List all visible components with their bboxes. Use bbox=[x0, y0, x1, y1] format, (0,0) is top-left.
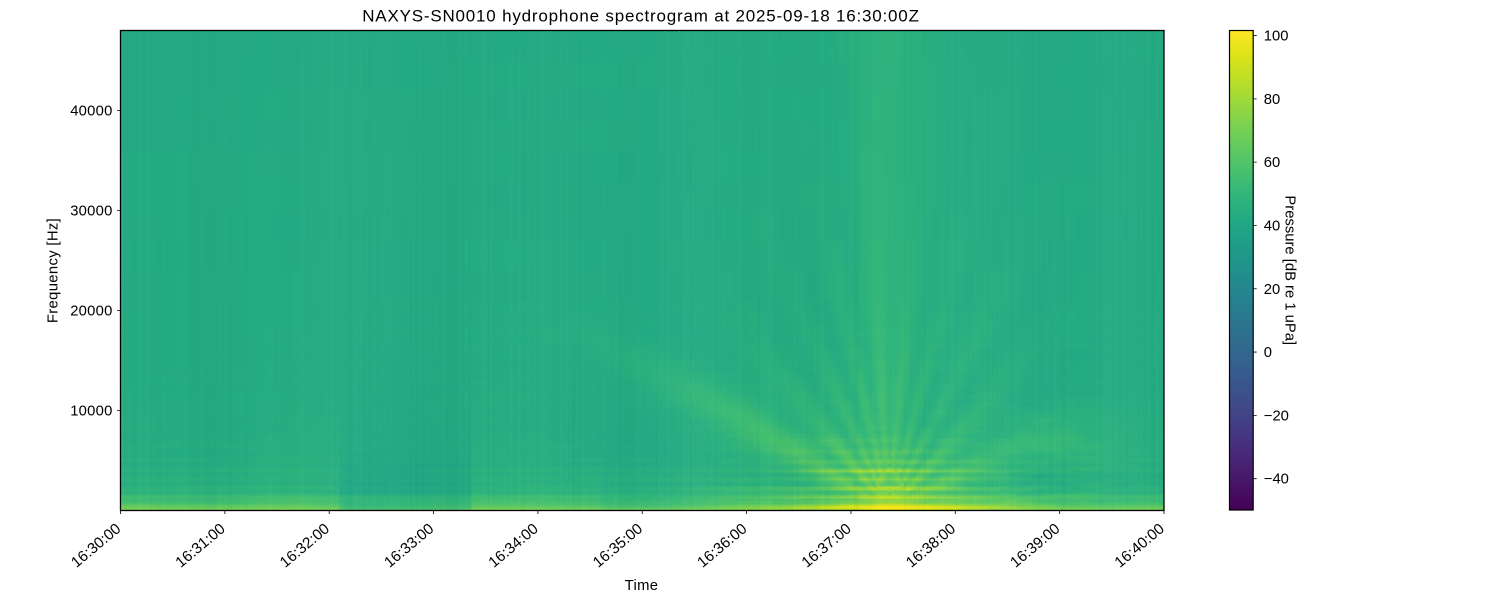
svg-text:20: 20 bbox=[1264, 282, 1280, 298]
svg-text:60: 60 bbox=[1264, 155, 1280, 171]
svg-text:Pressure [dB re 1 uPa]: Pressure [dB re 1 uPa] bbox=[1282, 195, 1298, 345]
svg-text:0: 0 bbox=[1264, 345, 1272, 361]
svg-text:30000: 30000 bbox=[70, 204, 112, 220]
svg-text:−20: −20 bbox=[1264, 408, 1289, 424]
svg-text:20000: 20000 bbox=[70, 304, 112, 320]
svg-text:NAXYS-SN0010 hydrophone spectr: NAXYS-SN0010 hydrophone spectrogram at 2… bbox=[362, 6, 920, 25]
svg-text:40000: 40000 bbox=[70, 104, 112, 120]
svg-text:−40: −40 bbox=[1264, 472, 1289, 488]
svg-text:80: 80 bbox=[1264, 92, 1280, 108]
svg-text:40: 40 bbox=[1264, 218, 1280, 234]
svg-text:Frequency [Hz]: Frequency [Hz] bbox=[46, 218, 62, 323]
svg-text:10000: 10000 bbox=[70, 404, 112, 420]
svg-text:100: 100 bbox=[1264, 29, 1289, 45]
svg-text:Time: Time bbox=[625, 578, 659, 594]
